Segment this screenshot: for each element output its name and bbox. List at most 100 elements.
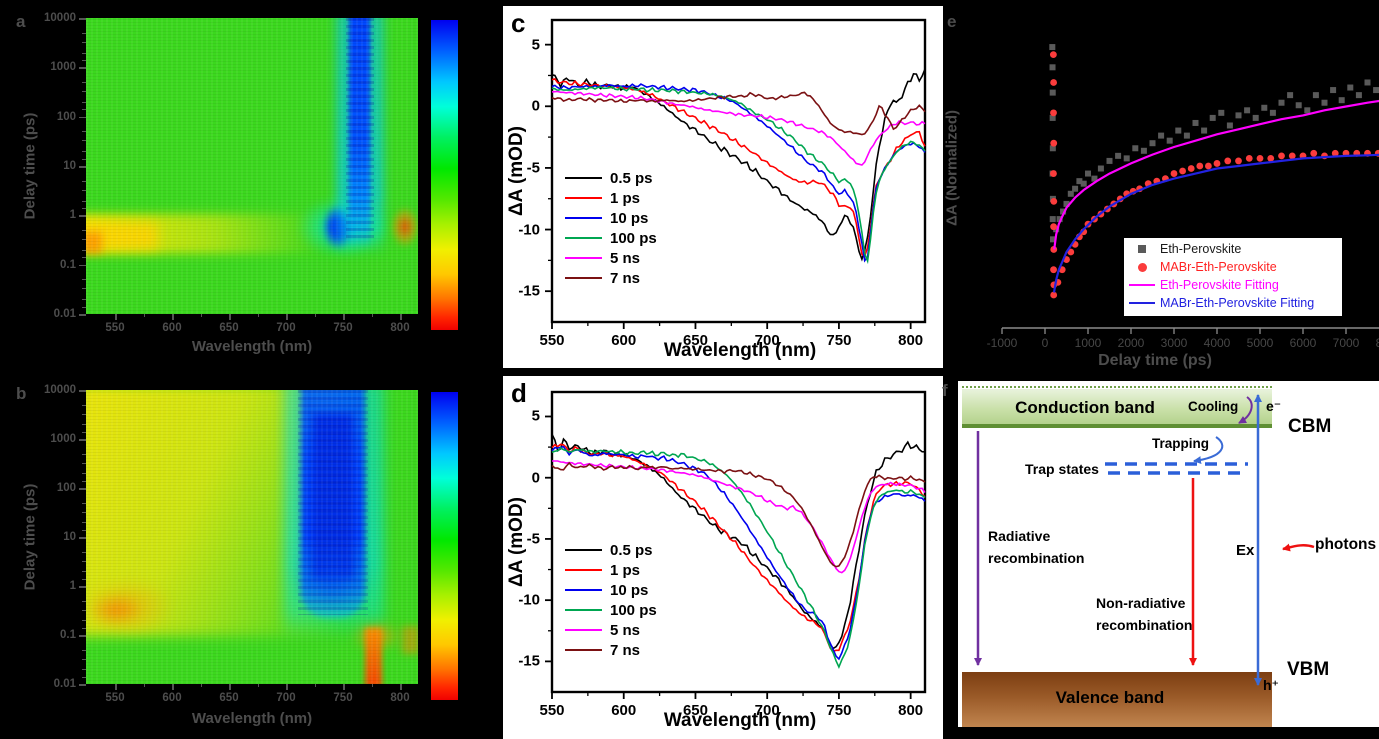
square-point [1056,216,1063,223]
y-minor-tick [82,306,86,308]
square-point [1166,137,1173,144]
square-point [1140,147,1147,154]
y-tick-mark [79,488,86,490]
panel-f-letter: f [942,381,948,400]
legend-label: 7 ns [610,269,641,287]
square-point [1209,114,1216,121]
legend-marker-line [1124,283,1160,287]
y-minor-tick [82,257,86,259]
ex-label: Ex [1236,542,1255,559]
y-minor-tick [82,676,86,678]
square-point [1201,127,1208,134]
panel-f-card [958,381,1379,727]
x-tick-label: 800 [898,332,924,349]
x-tick-label: 550 [539,702,565,719]
y-tick-label: 100 [56,110,76,123]
y-minor-tick [82,431,86,433]
panel-a-xlabel: Wavelength (nm) [191,338,313,355]
y-tick-mark [79,116,86,119]
x-tick-label: 700 [276,692,296,704]
colorbar-b [431,392,458,700]
legend-label: 7 ns [610,641,641,659]
circle-point [1213,160,1221,167]
panel-d-letter: d [511,378,527,408]
square-point [1063,200,1070,207]
square-point [1049,145,1056,152]
y-tick-mark [79,586,86,588]
square-point [1158,132,1165,139]
series-5-ns [551,90,926,166]
y-tick-mark [79,166,86,168]
y-minor-tick [82,151,86,153]
x-tick-label: 700 [276,322,296,334]
heatmap-b [86,390,418,684]
legend-label: 0.5 ps [610,541,653,559]
square-point [1132,145,1139,152]
y-minor-tick [82,560,86,562]
x-tick-mark [343,314,345,320]
circle-point [1187,165,1195,172]
x-tick-label: 550 [105,692,125,704]
legend-item-MABr-Eth-Perovskite: MABr-Eth-Perovskite [1124,258,1342,276]
square-point [1076,178,1083,185]
y-tick-label: 0.01 [53,308,76,320]
legend-label: MABr-Eth-Perovskite [1160,260,1277,274]
y-minor-tick [82,480,86,482]
panel-e-letter: e [947,12,957,31]
y-minor-tick [82,404,86,406]
circle-point [1288,152,1296,160]
hole-label: h⁺ [1263,677,1279,693]
y-minor-tick [82,453,86,455]
y-tick-label: -5 [526,530,540,548]
y-minor-tick [82,299,86,301]
electron-label: e⁻ [1266,398,1282,414]
legend-item-Eth-Perovskite-Fitting: Eth-Perovskite Fitting [1124,276,1342,294]
y-tick-label: 5 [531,36,540,54]
square-point [1115,152,1122,159]
x-tick-label: 750 [826,702,852,719]
y-minor-tick [82,609,86,611]
x-tick-label: 650 [219,322,239,334]
legend-label: 5 ns [610,249,641,267]
x-tick-label: 550 [105,322,125,334]
legend-label: Eth-Perovskite [1160,242,1242,256]
circle-point [1067,248,1075,256]
x-minor-tick [257,684,259,687]
x-tick-label: 700 [754,332,780,349]
fit-line-1 [1053,99,1379,250]
y-tick-label: 10 [63,160,76,172]
panel-e-xlabel: Delay time (ps) [1098,352,1212,369]
cooling-label: Cooling [1188,399,1239,414]
heatmap-a-bleach-streak [349,18,370,248]
y-minor-tick [82,101,86,103]
x-tick-label: -1000 [986,336,1018,350]
legend-label: 1 ps [610,189,641,207]
x-tick-mark [115,314,117,320]
legend-label: Eth-Perovskite Fitting [1160,278,1279,292]
cbm-dotted-line [962,386,1272,388]
circle-point [1256,154,1264,162]
y-tick-label: 10000 [44,384,76,396]
y-minor-tick [82,131,86,133]
panel-b-letter: b [16,384,27,403]
square-point [1123,155,1130,162]
square-point [1269,109,1276,116]
x-tick-label: 800 [390,322,410,334]
y-minor-tick [82,424,86,426]
legend-swatch [565,628,602,632]
legend-item-10-ps: 10 ps [565,208,657,228]
y-minor-tick [82,59,86,61]
cbm-label: CBM [1288,416,1332,437]
x-minor-tick [200,684,202,687]
plotD-svg [545,390,927,699]
square-point [1312,92,1319,99]
y-tick-label: -5 [526,159,540,177]
circle-point [1245,154,1253,162]
y-minor-tick [82,91,86,92]
legend-marker-circle [1124,262,1160,272]
square-point [1321,99,1328,106]
legend-item-MABr-Eth-Perovskite-Fitting: MABr-Eth-Perovskite Fitting [1124,294,1342,312]
legend-item-1-ps: 1 ps [565,560,657,580]
square-point [1235,112,1242,119]
panel-d-card [503,376,943,739]
